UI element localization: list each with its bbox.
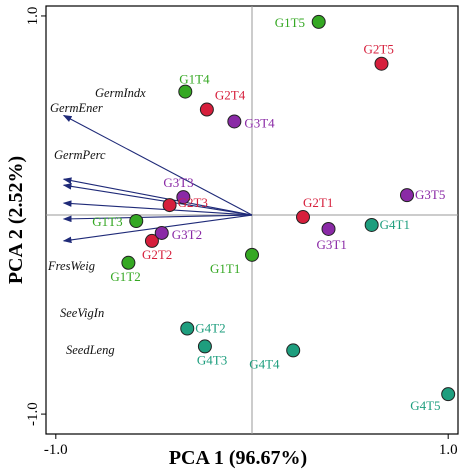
score-point [245,247,259,262]
point-label: G2T5 [363,42,393,57]
point-label: G2T2 [142,247,172,262]
score-point [144,233,159,248]
loading-arrow [62,200,253,216]
point-label: G1T2 [110,269,140,284]
score-point [176,190,191,205]
point-label: G1T4 [179,72,210,87]
point-label: G4T5 [410,398,440,413]
point-label: G3T1 [317,237,347,252]
point-label: G3T3 [163,175,193,190]
score-points [121,14,456,402]
loading-arrow [62,177,253,216]
score-point [121,255,136,270]
loading-label: GermIndx [95,86,146,100]
score-point [197,339,212,354]
point-label: G1T1 [210,261,240,276]
ticks: -1.0 1.0 1.0 -1.0 [25,7,458,458]
y-tick-label: -1.0 [25,402,41,426]
score-point [180,321,195,336]
y-axis-title: PCA 2 (2.52%) [5,156,27,284]
score-point [286,343,301,358]
loading-arrow [62,183,253,216]
score-point [441,387,456,402]
score-point [129,213,144,228]
score-point [296,210,311,225]
point-label: G2T4 [215,88,246,103]
point-label: G3T2 [172,227,202,242]
loading-label: SeeVigIn [60,306,104,320]
point-label: G1T3 [92,214,122,229]
point-label: G2T1 [303,195,333,210]
loading-arrow [62,114,253,216]
score-point [321,221,336,236]
score-point [199,102,214,117]
loading-arrow [62,214,253,223]
y-tick-label: 1.0 [25,7,41,26]
point-label: G4T3 [197,352,227,367]
loading-label: GermPerc [54,148,106,162]
point-label: G4T2 [195,320,225,335]
x-tick-label: -1.0 [44,442,68,458]
point-label: G4T1 [380,217,410,232]
score-point [178,84,193,99]
loading-label: SeedLeng [66,343,115,357]
loading-label: GermEner [50,101,103,115]
score-point [154,225,169,240]
score-point [311,14,326,29]
score-point [364,217,379,232]
x-tick-label: 1.0 [439,442,458,458]
point-label: G3T4 [244,115,275,130]
point-label: G4T4 [249,356,280,371]
score-point [162,198,177,213]
loading-label: FresWeig [47,259,95,273]
point-label: G3T5 [415,187,445,202]
point-label: G2T3 [178,195,208,210]
score-point [227,114,242,129]
point-labels: G1T5 G1T4 G1T3 G1T2 G1T1 G2T5 G2T4 G2T3 G2T2 G2T1… [92,15,445,413]
point-label: G1T5 [275,15,305,30]
score-point [399,188,414,203]
x-axis-title: PCA 1 (96.67%) [169,447,307,469]
score-point [374,56,389,71]
